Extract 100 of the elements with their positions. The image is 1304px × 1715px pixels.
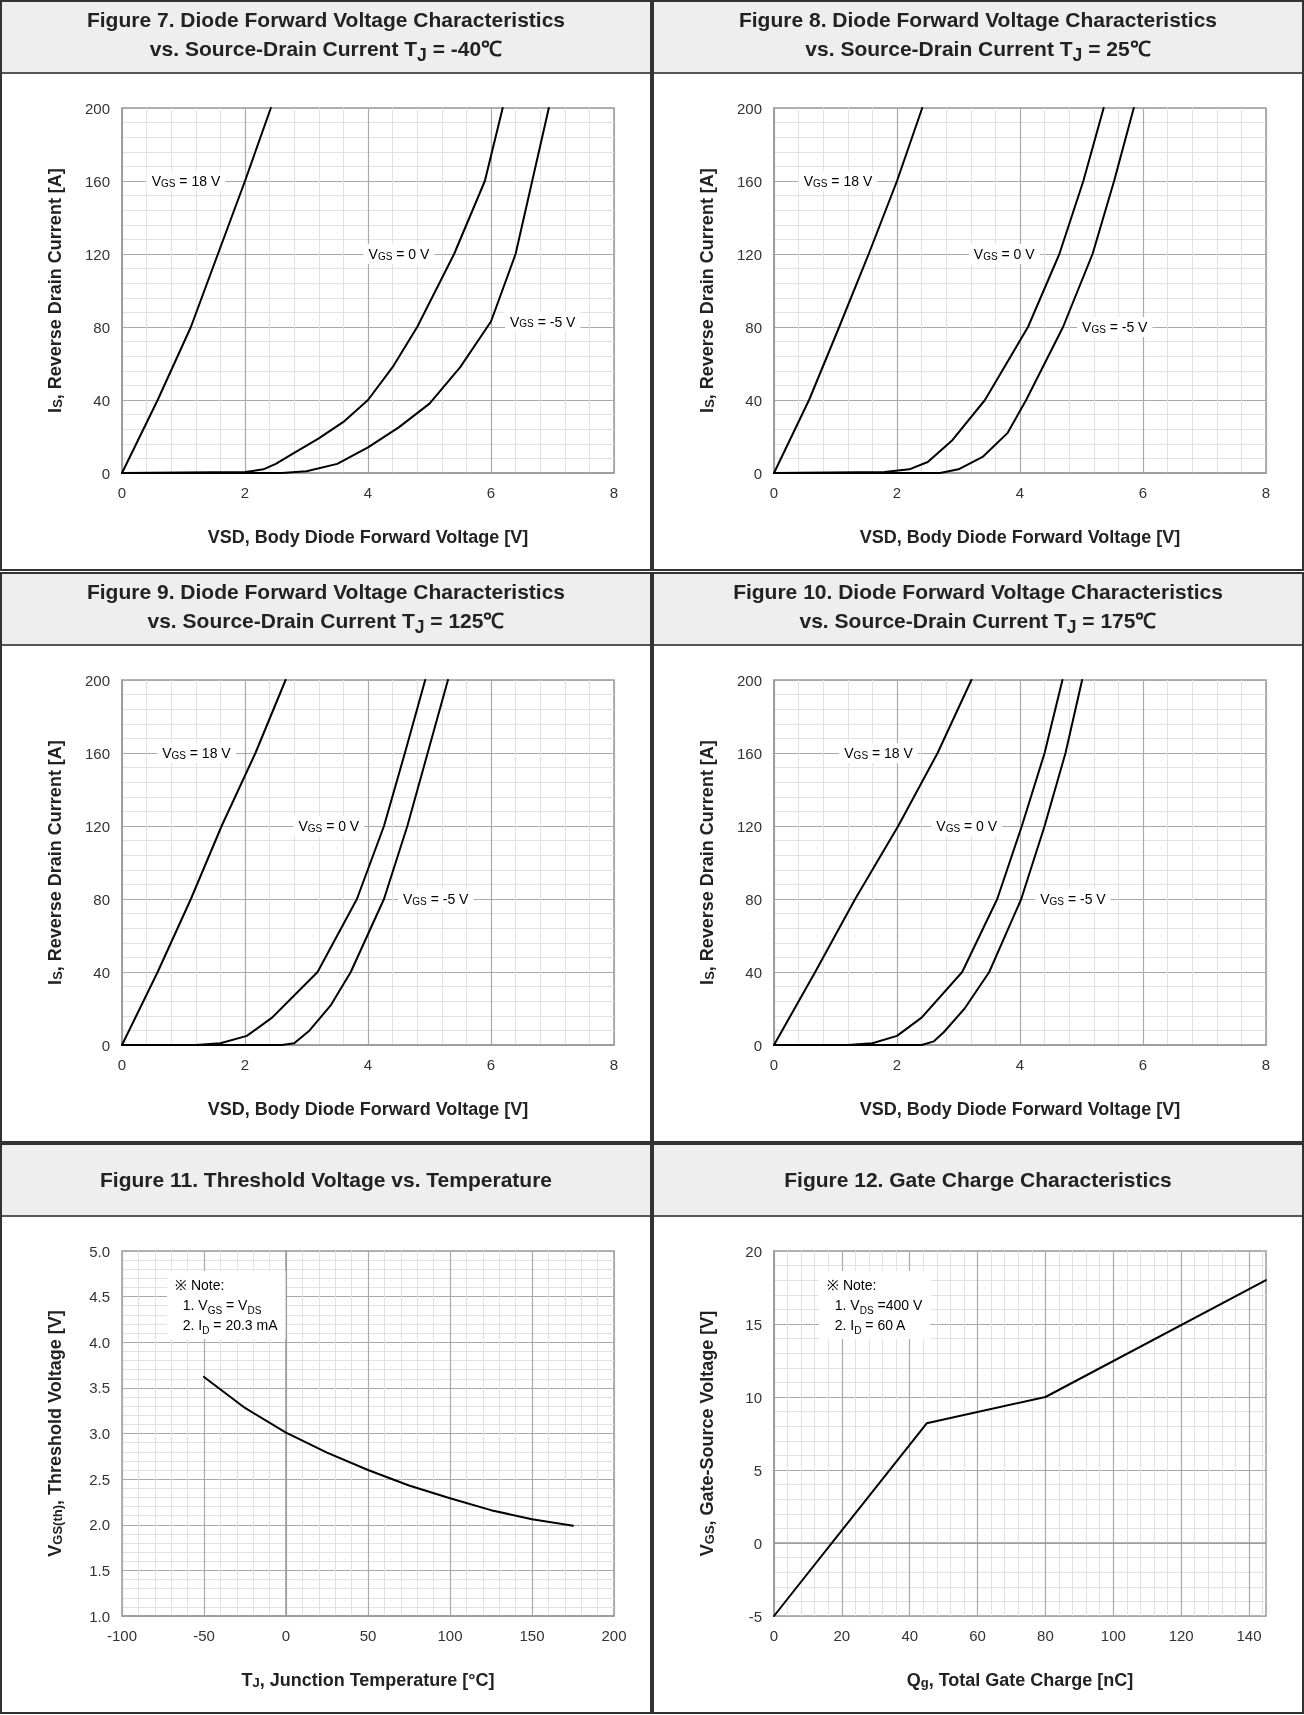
- chart-title: Figure 9. Diode Forward Voltage Characteristics vs. Source-Drain Current T$_{J}$ = 125℃: [86, 579, 566, 639]
- series-label: VGS = 0 V: [973, 246, 1036, 262]
- y-tick-label: 15: [745, 1315, 762, 1333]
- x-tick-label: 0: [769, 1056, 779, 1073]
- y-axis-title: IS, Reverse Drain Current [A]: [45, 168, 65, 413]
- x-tick-label: 0: [117, 484, 127, 501]
- x-tick-label: 80: [1037, 1627, 1054, 1644]
- chart-title: Figure 11. Threshold Voltage vs. Temperature: [99, 1166, 552, 1193]
- x-tick-label: 100: [437, 1627, 463, 1644]
- y-tick-label: 3.0: [89, 1425, 110, 1442]
- x-tick-label: 200: [601, 1627, 627, 1644]
- y-tick-label: 120: [736, 817, 762, 835]
- y-tick-label: 0: [101, 464, 110, 482]
- y-tick-label: 160: [84, 172, 110, 190]
- series-label: VGS = 0 V: [298, 818, 360, 834]
- chart-title: Figure 7. Diode Forward Voltage Characteristics vs. Source-Drain Current T$_{J}$ = -40℃: [86, 7, 566, 67]
- y-tick-label: 160: [736, 744, 762, 762]
- y-tick-label: 4.5: [89, 1288, 110, 1306]
- x-tick-label: 50: [359, 1627, 377, 1644]
- x-tick-label: 150: [519, 1627, 545, 1644]
- x-axis-title: VSD, Body Diode Forward Voltage [V]: [859, 527, 1181, 547]
- x-tick-label: 8: [609, 1056, 619, 1073]
- y-axis-title: IS, Reverse Drain Current [A]: [697, 740, 717, 985]
- x-tick-label: 8: [1261, 484, 1271, 501]
- series-label: VGS = -5 V: [1082, 319, 1149, 335]
- x-tick-label: 2: [892, 484, 902, 501]
- y-tick-label: 2.0: [89, 1516, 110, 1534]
- x-tick-label: 2: [240, 1056, 250, 1073]
- x-tick-label: 140: [1236, 1627, 1262, 1644]
- y-tick-label: 120: [84, 817, 110, 835]
- x-tick-label: 0: [769, 484, 779, 501]
- y-tick-label: 160: [84, 744, 110, 762]
- y-tick-label: 0: [753, 1036, 762, 1054]
- series-label: VGS = 0 V: [368, 246, 430, 262]
- x-tick-label: -100: [106, 1627, 138, 1644]
- y-tick-label: 0: [753, 1534, 762, 1552]
- x-axis-title: Qg, Total Gate Charge [nC]: [906, 1670, 1134, 1690]
- x-tick-label: 0: [769, 1627, 779, 1644]
- x-tick-label: 0: [117, 1056, 127, 1073]
- y-tick-label: 200: [736, 99, 762, 117]
- y-tick-label: 4.0: [89, 1333, 110, 1351]
- y-tick-label: 200: [84, 99, 110, 117]
- x-tick-label: 6: [486, 1056, 496, 1073]
- x-tick-label: 4: [1015, 1056, 1025, 1073]
- y-tick-label: 10: [745, 1388, 762, 1406]
- y-axis-title: IS, Reverse Drain Current [A]: [45, 740, 65, 985]
- y-tick-label: 40: [93, 391, 110, 409]
- y-tick-label: 40: [745, 391, 762, 409]
- y-tick-label: 20: [745, 1242, 762, 1260]
- x-tick-label: 2: [240, 484, 250, 501]
- series-label: VGS = -5 V: [510, 313, 577, 330]
- y-tick-label: 2.5: [89, 1470, 110, 1488]
- x-tick-label: 4: [1015, 484, 1025, 501]
- chart-title: Figure 12. Gate Charge Characteristics: [784, 1166, 1172, 1193]
- y-tick-label: 80: [93, 890, 110, 908]
- y-tick-label: 1.5: [89, 1561, 110, 1579]
- x-axis-title: VSD, Body Diode Forward Voltage [V]: [207, 1099, 529, 1119]
- y-tick-label: 0: [753, 464, 762, 482]
- y-tick-label: 5: [753, 1461, 762, 1479]
- chart-title: Figure 8. Diode Forward Voltage Characteristics vs. Source-Drain Current T$_{J}$ = 25℃: [738, 7, 1218, 67]
- y-tick-label: 80: [745, 318, 762, 336]
- y-tick-label: 80: [93, 318, 110, 336]
- series-label: VGS = 18 V: [803, 173, 873, 189]
- y-tick-label: 3.5: [89, 1379, 110, 1397]
- x-tick-label: 60: [969, 1627, 986, 1644]
- x-tick-label: 2: [892, 1056, 902, 1073]
- x-tick-label: 6: [1138, 1056, 1148, 1073]
- series-label: VGS = 18 V: [151, 173, 221, 189]
- series-label: VGS = 0 V: [936, 818, 998, 834]
- x-tick-label: 100: [1100, 1627, 1126, 1644]
- chart-title: Figure 10. Diode Forward Voltage Characteristics vs. Source-Drain Current T$_{J}$ = 175℃: [733, 579, 1223, 639]
- x-axis-title: VSD, Body Diode Forward Voltage [V]: [859, 1099, 1181, 1119]
- y-tick-label: 0: [101, 1036, 110, 1054]
- y-tick-label: 200: [736, 671, 762, 689]
- x-tick-label: 6: [1138, 484, 1148, 501]
- y-tick-label: -5: [748, 1607, 762, 1625]
- x-axis-title: VSD, Body Diode Forward Voltage [V]: [207, 527, 529, 547]
- x-tick-label: 4: [363, 484, 373, 501]
- x-tick-label: 4: [363, 1056, 373, 1073]
- y-tick-label: 1.0: [89, 1607, 110, 1625]
- x-tick-label: -50: [193, 1627, 215, 1644]
- x-tick-label: 8: [1261, 1056, 1271, 1073]
- x-tick-label: 8: [609, 484, 619, 501]
- x-tick-label: 20: [833, 1627, 851, 1644]
- series-label: VGS = -5 V: [1040, 891, 1107, 907]
- y-tick-label: 40: [745, 963, 762, 981]
- y-tick-label: 200: [84, 671, 110, 689]
- series-label: VGS = 18 V: [844, 745, 914, 761]
- x-tick-label: 6: [486, 484, 496, 501]
- x-axis-title: TJ, Junction Temperature [°C]: [241, 1670, 495, 1690]
- y-axis-title: IS, Reverse Drain Current [A]: [697, 168, 717, 413]
- x-tick-label: 40: [901, 1627, 919, 1644]
- y-tick-label: 5.0: [89, 1242, 110, 1260]
- x-tick-label: 120: [1168, 1627, 1194, 1644]
- y-tick-label: 40: [93, 963, 110, 981]
- series-label: VGS = 18 V: [162, 745, 232, 761]
- x-tick-label: 0: [281, 1627, 291, 1644]
- y-tick-label: 80: [745, 890, 762, 908]
- y-axis-title: VGS(th), Threshold Voltage [V]: [45, 1310, 65, 1557]
- y-tick-label: 160: [736, 172, 762, 190]
